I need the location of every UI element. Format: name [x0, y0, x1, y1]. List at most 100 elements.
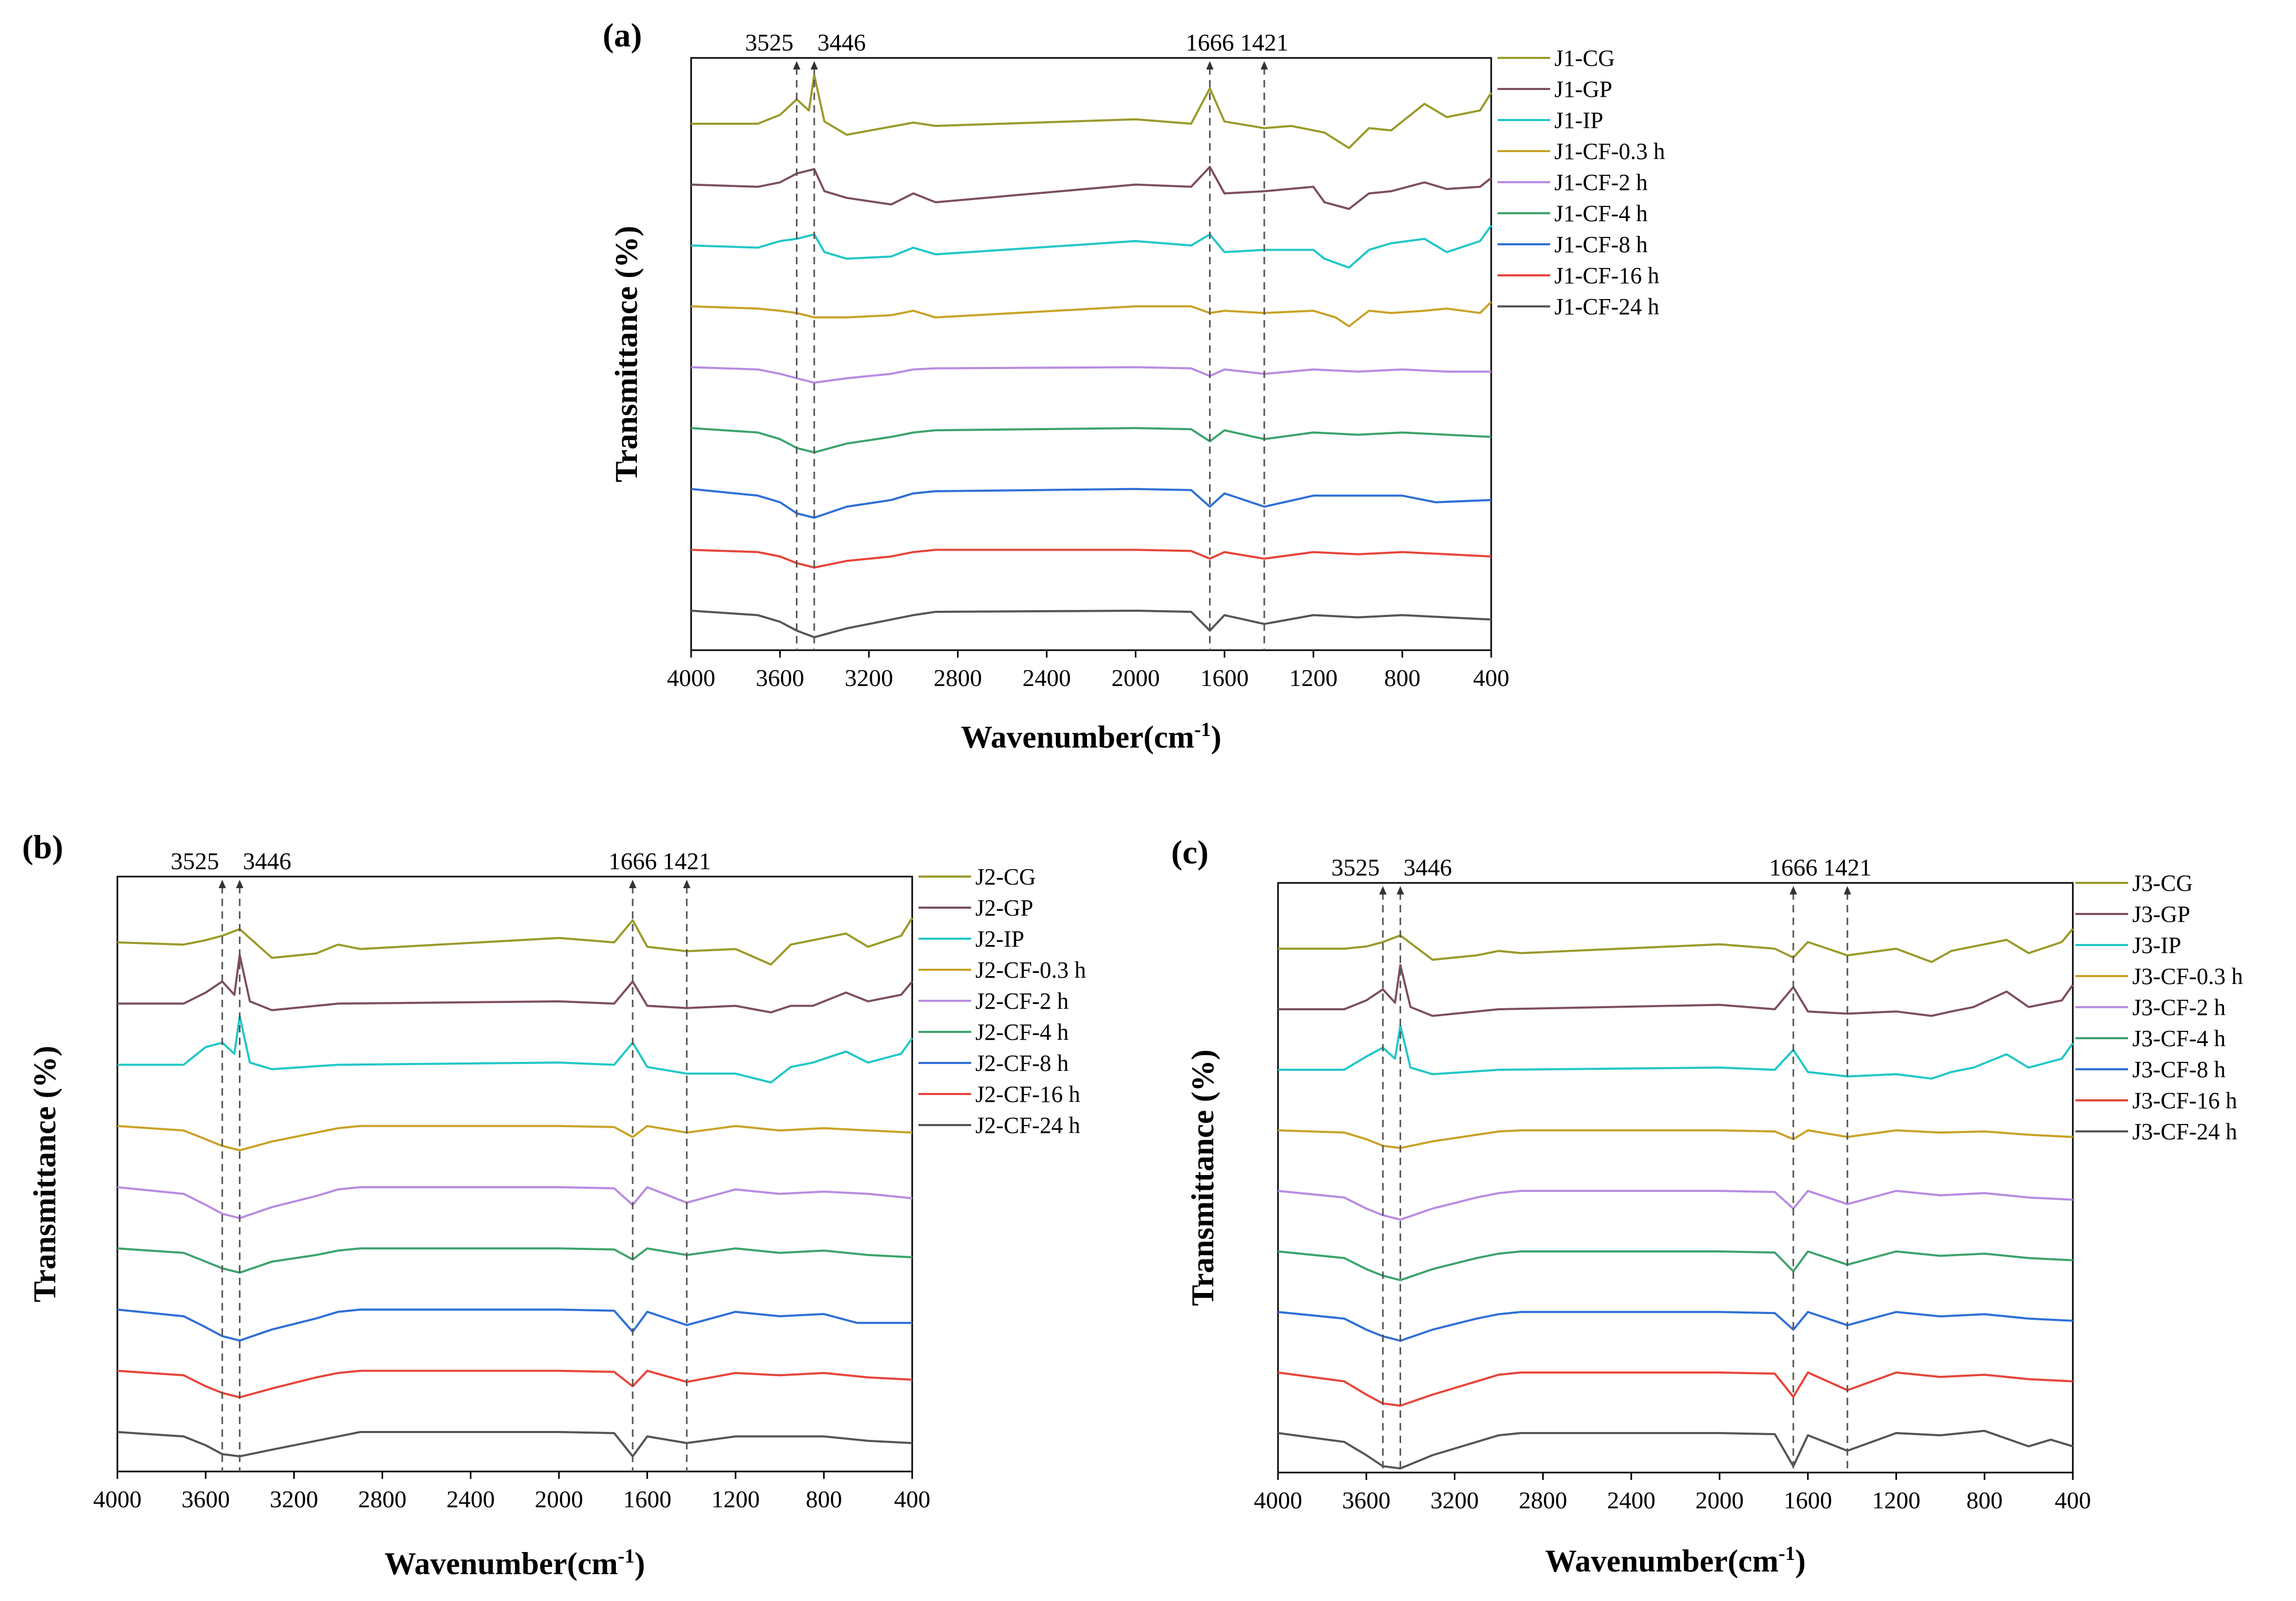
- legend-item: J3-CF-24 h: [2132, 1119, 2237, 1145]
- peak-label: 1421: [1823, 854, 1872, 881]
- series-line-j2-cf-4-h: [117, 1247, 913, 1274]
- x-tick-label: 2000: [535, 1486, 583, 1513]
- x-axis-label-text: Wavenumber(cm: [1545, 1544, 1779, 1578]
- peak-arrow: [810, 61, 818, 69]
- series-line-j1-cf-8-h: [691, 488, 1492, 519]
- x-tick-label: 4000: [93, 1486, 142, 1513]
- plot-frame: [1277, 882, 2074, 1474]
- peak-arrow: [1379, 886, 1387, 894]
- x-axis-label-close: ): [1211, 720, 1221, 754]
- peak-arrow: [218, 880, 226, 888]
- x-tick-label: 3600: [1342, 1487, 1391, 1514]
- series-line-j3-cf-16-h: [1277, 1371, 2073, 1407]
- legend-item: J3-IP: [2132, 932, 2181, 958]
- series-line-j1-cg: [691, 74, 1492, 150]
- x-axis-label: Wavenumber(cm-1): [961, 719, 1222, 754]
- x-tick-label: 4000: [1254, 1487, 1302, 1514]
- series-line-j2-gp: [117, 953, 913, 1013]
- series-line-j3-ip: [1278, 1025, 2074, 1080]
- x-tick-label: 2800: [1519, 1487, 1567, 1514]
- legend-item: J2-IP: [975, 926, 1024, 952]
- series-line-j3-cf-2-h: [1277, 1190, 2073, 1221]
- x-tick-label: 400: [1473, 664, 1510, 691]
- x-tick-label: 4000: [667, 664, 715, 691]
- x-tick-label: 1200: [1872, 1487, 1920, 1514]
- peak-arrow: [1396, 886, 1404, 894]
- x-tick-label: 3200: [270, 1486, 318, 1513]
- x-tick-label: 3200: [1431, 1487, 1479, 1514]
- legend-item: J2-GP: [975, 895, 1033, 921]
- x-tick-label: 3600: [756, 664, 804, 691]
- x-tick-label: 1600: [1200, 664, 1249, 691]
- series-line-j3-cg: [1278, 928, 2074, 963]
- peak-arrow: [628, 880, 636, 888]
- peak-arrow: [683, 880, 691, 888]
- peak-arrow: [1206, 61, 1214, 69]
- series-line-j3-gp: [1278, 964, 2074, 1017]
- plot-frame: [116, 876, 913, 1473]
- legend-item: J1-CF-0.3 h: [1554, 138, 1665, 164]
- series-line-j1-cf-2-h: [691, 366, 1491, 384]
- series-line-j2-cf-8-h: [117, 1308, 912, 1342]
- peak-arrow: [1843, 886, 1851, 894]
- peak-label: 3446: [243, 848, 291, 874]
- legend-item: J3-CF-2 h: [2132, 995, 2225, 1020]
- peak-arrow: [793, 61, 801, 69]
- x-tick-label: 2400: [446, 1486, 495, 1513]
- x-tick-label: 1200: [711, 1486, 760, 1513]
- series-line-j1-cf-0-3-h: [691, 301, 1492, 327]
- x-axis-label: Wavenumber(cm-1): [1545, 1543, 1806, 1578]
- legend-item: J2-CF-24 h: [975, 1112, 1080, 1138]
- peak-label: 3446: [1403, 854, 1452, 881]
- x-tick-label: 2400: [1607, 1487, 1655, 1514]
- peak-label: 1666: [1185, 29, 1234, 56]
- peak-label: 1666: [608, 848, 657, 874]
- legend-item: J2-CF-16 h: [975, 1081, 1080, 1107]
- legend-item: J1-CF-24 h: [1554, 294, 1659, 320]
- series-line-j2-ip: [117, 1015, 913, 1084]
- series-line-j3-cf-4-h: [1277, 1250, 2073, 1281]
- x-tick-label: 2400: [1023, 664, 1071, 691]
- series-line-j3-cf-0-3-h: [1277, 1129, 2073, 1149]
- x-tick-label: 1600: [623, 1486, 672, 1513]
- y-axis-label: Transmittance (%): [609, 226, 644, 482]
- x-axis-label-text: Wavenumber(cm: [961, 720, 1194, 754]
- peak-arrow: [236, 880, 244, 888]
- legend-item: J2-CF-4 h: [975, 1019, 1069, 1045]
- y-axis-label: Transmittance (%): [1185, 1049, 1220, 1306]
- x-tick-label: 400: [894, 1486, 931, 1513]
- legend-item: J1-CF-2 h: [1554, 170, 1648, 195]
- x-tick-label: 800: [1966, 1487, 2003, 1514]
- x-tick-label: 1600: [1784, 1487, 1832, 1514]
- legend-item: J3-CF-0.3 h: [2132, 963, 2243, 989]
- x-tick-label: 2000: [1695, 1487, 1744, 1514]
- legend-item: J1-CF-4 h: [1554, 201, 1648, 226]
- peak-label: 1421: [663, 848, 711, 874]
- x-tick-label: 800: [1384, 664, 1421, 691]
- panel-label: (c): [1171, 833, 1209, 871]
- peak-arrow: [1260, 61, 1268, 69]
- x-tick-label: 2000: [1111, 664, 1160, 691]
- series-line-j3-cf-24-h: [1277, 1429, 2073, 1470]
- legend-item: J3-CF-16 h: [2132, 1088, 2237, 1113]
- series-line-j2-cf-24-h: [117, 1431, 913, 1458]
- peak-arrow: [1789, 886, 1797, 894]
- legend-item: J2-CF-8 h: [975, 1050, 1069, 1076]
- x-axis-label-close: ): [1795, 1544, 1805, 1578]
- legend-item: J3-GP: [2132, 901, 2190, 927]
- series-line-j1-ip: [691, 225, 1492, 269]
- peak-label: 3525: [745, 29, 794, 56]
- panel-label: (a): [603, 16, 642, 54]
- x-axis-label-superscript: -1: [1194, 719, 1211, 741]
- peak-label: 3446: [817, 29, 866, 56]
- series-line-j1-cf-24-h: [691, 610, 1492, 639]
- legend-item: J2-CF-2 h: [975, 988, 1069, 1014]
- x-axis-label-text: Wavenumber(cm: [385, 1546, 618, 1581]
- x-tick-label: 400: [2055, 1487, 2091, 1514]
- plot-frame: [690, 57, 1492, 651]
- legend-item: J1-CF-16 h: [1554, 263, 1659, 289]
- series-line-j2-cg: [117, 917, 913, 966]
- panel-c: (c) 4000 3600 3200 2800 2400 2000 1600 1200 800 40…: [1171, 833, 2243, 1578]
- peak-label: 1666: [1769, 854, 1818, 881]
